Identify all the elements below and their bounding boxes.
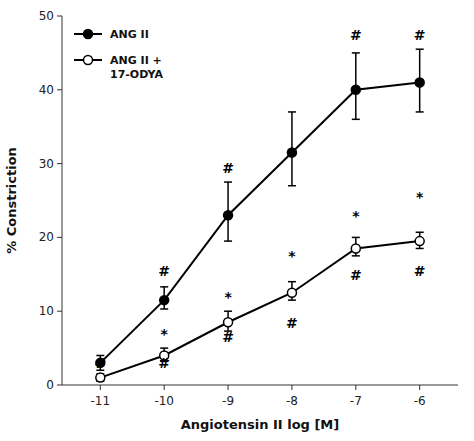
error-bar bbox=[416, 49, 424, 112]
point bbox=[224, 211, 233, 220]
point bbox=[415, 237, 424, 246]
annotation: # bbox=[414, 263, 426, 279]
annotation: # bbox=[94, 355, 106, 371]
point bbox=[224, 318, 233, 327]
error-bar bbox=[160, 287, 168, 309]
series bbox=[96, 49, 424, 370]
x-tick bbox=[291, 385, 292, 390]
annotation: # bbox=[350, 267, 362, 283]
x-tick-label: -6 bbox=[414, 394, 426, 408]
legend-marker bbox=[84, 56, 93, 65]
y-axis-label: % Constriction bbox=[4, 147, 19, 254]
point bbox=[287, 148, 296, 157]
point bbox=[160, 296, 169, 305]
point bbox=[415, 78, 424, 87]
annotation: # bbox=[222, 160, 234, 176]
error-bar bbox=[416, 232, 424, 248]
chart: -11 -10 -9 -8 -7 -6 0 10 20 30 40 50 Angiotensin II … bbox=[0, 0, 474, 441]
axes: -11 -10 -9 -8 -7 -6 0 10 20 30 40 50 bbox=[39, 9, 458, 408]
y-axis-line bbox=[62, 16, 63, 385]
y-tick bbox=[57, 385, 62, 386]
annotation: * bbox=[224, 289, 232, 305]
legend: ANG II ANG II +17-ODYA bbox=[74, 28, 163, 81]
error-bar bbox=[352, 237, 360, 255]
annotations: # # # # # # # # # # * * * * * bbox=[94, 27, 425, 371]
x-tick-label: -9 bbox=[222, 394, 234, 408]
error-bar bbox=[224, 311, 232, 331]
error-bar bbox=[96, 374, 104, 381]
legend-label: ANG II bbox=[110, 28, 149, 41]
y-tick bbox=[57, 163, 62, 164]
annotation: # bbox=[158, 355, 170, 371]
x-axis-label: Angiotensin II log [M] bbox=[181, 417, 340, 432]
annotation: # bbox=[350, 27, 362, 43]
x-tick-label: -11 bbox=[91, 394, 111, 408]
point bbox=[287, 288, 296, 297]
point bbox=[96, 373, 105, 382]
y-tick-label: 0 bbox=[46, 378, 54, 392]
x-tick bbox=[355, 385, 356, 390]
y-tick bbox=[57, 16, 62, 17]
error-bar bbox=[288, 112, 296, 186]
x-tick bbox=[419, 385, 420, 390]
y-tick-label: 10 bbox=[39, 304, 54, 318]
x-tick bbox=[228, 385, 229, 390]
x-tick-label: -10 bbox=[154, 394, 174, 408]
y-tick bbox=[57, 311, 62, 312]
error-bar bbox=[352, 53, 360, 119]
y-tick-label: 40 bbox=[39, 83, 54, 97]
y-tick bbox=[57, 89, 62, 90]
annotation: * bbox=[416, 189, 424, 205]
series-line bbox=[100, 241, 419, 378]
x-tick bbox=[100, 385, 101, 390]
series-line bbox=[100, 82, 419, 362]
plot-area bbox=[96, 49, 424, 382]
annotation: * bbox=[161, 326, 169, 342]
y-tick bbox=[57, 237, 62, 238]
series bbox=[96, 232, 424, 382]
annotation: # bbox=[414, 27, 426, 43]
annotation: * bbox=[288, 248, 296, 264]
annotation: * bbox=[352, 208, 360, 224]
point bbox=[351, 85, 360, 94]
legend-marker bbox=[84, 30, 93, 39]
x-axis-line bbox=[62, 385, 458, 386]
y-tick-label: 30 bbox=[39, 157, 54, 171]
y-tick-label: 20 bbox=[39, 230, 54, 244]
point bbox=[351, 244, 360, 253]
y-tick-label: 50 bbox=[39, 9, 54, 23]
x-tick-label: -8 bbox=[286, 394, 298, 408]
error-bar bbox=[288, 282, 296, 300]
annotation: # bbox=[286, 315, 298, 331]
annotation: # bbox=[222, 329, 234, 345]
error-bar bbox=[224, 182, 232, 241]
legend-label: ANG II +17-ODYA bbox=[110, 54, 163, 81]
x-tick-label: -7 bbox=[350, 394, 362, 408]
annotation: # bbox=[158, 263, 170, 279]
x-tick bbox=[164, 385, 165, 390]
